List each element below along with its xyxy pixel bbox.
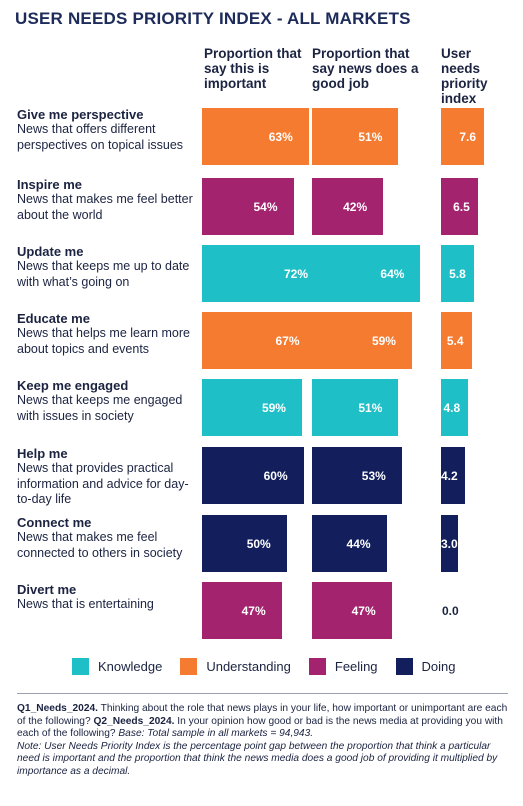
- column-header-priority-index: User needs priority index: [441, 46, 488, 106]
- bar-label-update-me-series-0: 72%: [283, 266, 308, 281]
- bar-label-help-me-series-1: 53%: [361, 468, 386, 483]
- footnote-base: Base: Total sample in all markets = 94,9…: [118, 728, 314, 740]
- row-description-help-me: News that provides practical information…: [17, 461, 189, 506]
- bar-label-connect-me-series-0: 50%: [246, 536, 271, 551]
- bar-label-educate-me-series-2: 5.4: [446, 333, 464, 348]
- column-header-important: Proportion that say this is important: [204, 46, 302, 91]
- legend: Knowledge Understanding Feeling Doing: [72, 658, 474, 675]
- bar-label-divert-me-series-0: 47%: [241, 603, 266, 618]
- bar-label-divert-me-series-1: 47%: [351, 603, 376, 618]
- bar-connect-me-series-1: [312, 515, 387, 572]
- row-description-inspire-me: News that makes me feel better about the…: [17, 192, 193, 222]
- row-description-keep-me-engaged: News that keeps me engaged with issues i…: [17, 393, 183, 423]
- bar-label-keep-me-engaged-series-2: 4.8: [443, 400, 461, 415]
- bar-educate-me-series-1: [312, 312, 412, 369]
- footnote-q1-text: Thinking about the role that news plays …: [17, 703, 508, 727]
- row-title-keep-me-engaged: Keep me engaged: [17, 378, 129, 393]
- bar-keep-me-engaged-series-0: [202, 379, 302, 436]
- row-title-connect-me: Connect me: [17, 515, 92, 530]
- bar-keep-me-engaged-series-2: [441, 379, 469, 436]
- row-description-update-me: News that keeps me up to date with what’…: [17, 259, 190, 289]
- bar-inspire-me-series-2: [441, 178, 478, 235]
- bar-label-keep-me-engaged-series-0: 59%: [261, 400, 286, 415]
- footnote: Q1_Needs_2024. Thinking about the role t…: [17, 703, 509, 779]
- bar-divert-me-series-1: [312, 582, 392, 639]
- bar-give-me-perspective-series-0: [202, 108, 309, 165]
- row-description-connect-me: News that makes me feel connected to oth…: [17, 530, 183, 560]
- bar-label-divert-me-series-2: 0.0: [442, 603, 459, 618]
- bar-label-educate-me-series-1: 59%: [371, 333, 396, 348]
- legend-swatch-understanding: [180, 658, 198, 675]
- bar-update-me-series-0: [202, 245, 324, 302]
- bar-inspire-me-series-1: [312, 178, 384, 235]
- footnote-q1-label: Q1_Needs_2024.: [17, 703, 98, 714]
- footnote-note: Note: User Needs Priority Index is the p…: [17, 740, 498, 777]
- bar-label-help-me-series-2: 4.2: [441, 468, 458, 483]
- chart-title: USER NEEDS PRIORITY INDEX - ALL MARKETS: [15, 9, 411, 28]
- legend-item-doing: Doing: [395, 658, 456, 675]
- row-title-divert-me: Divert me: [17, 582, 77, 597]
- bar-educate-me-series-0: [202, 312, 316, 369]
- bar-connect-me-series-0: [202, 515, 287, 572]
- bar-keep-me-engaged-series-1: [312, 379, 399, 436]
- column-header-good-job: Proportion that say news does a good job: [312, 46, 419, 91]
- bar-label-help-me-series-0: 60%: [263, 468, 288, 483]
- legend-swatch-knowledge: [72, 658, 89, 675]
- bar-label-inspire-me-series-0: 54%: [253, 199, 278, 214]
- row-description-give-me-perspective: News that offers different perspectives …: [17, 122, 184, 152]
- bar-label-connect-me-series-1: 44%: [346, 536, 371, 551]
- row-title-inspire-me: Inspire me: [17, 177, 83, 192]
- row-description-divert-me: News that is entertaining: [17, 597, 154, 611]
- legend-label-feeling: Feeling: [334, 659, 378, 674]
- bar-connect-me-series-2: [441, 515, 458, 572]
- bar-update-me-series-1: [312, 245, 421, 302]
- footnote-q2-label: Q2_Needs_2024.: [93, 715, 175, 727]
- legend-item-knowledge: Knowledge: [72, 658, 162, 675]
- row-title-help-me: Help me: [17, 446, 68, 461]
- row-description-educate-me: News that helps me learn more about topi…: [17, 326, 190, 356]
- bar-label-educate-me-series-0: 67%: [275, 333, 300, 348]
- bar-divert-me-series-0: [202, 582, 282, 639]
- footnote-q2-text: In your opinion how good or bad is the n…: [17, 715, 503, 740]
- bar-label-update-me-series-1: 64%: [380, 266, 405, 281]
- bar-update-me-series-2: [441, 245, 474, 302]
- row-title-give-me-perspective: Give me perspective: [17, 107, 144, 122]
- bar-give-me-perspective-series-2: [441, 108, 484, 165]
- bar-label-connect-me-series-2: 3.0: [441, 536, 458, 551]
- bar-label-give-me-perspective-series-0: 63%: [268, 129, 293, 144]
- bar-label-give-me-perspective-series-1: 51%: [358, 129, 383, 144]
- bar-help-me-series-1: [312, 447, 402, 504]
- bar-inspire-me-series-0: [202, 178, 294, 235]
- row-title-educate-me: Educate me: [17, 311, 90, 326]
- bar-label-inspire-me-series-1: 42%: [343, 199, 368, 214]
- footnote-divider: [17, 693, 508, 694]
- legend-item-understanding: Understanding: [180, 658, 291, 675]
- bar-educate-me-series-2: [441, 312, 472, 369]
- bar-label-inspire-me-series-2: 6.5: [453, 199, 470, 214]
- bar-help-me-series-0: [202, 447, 304, 504]
- row-title-update-me: Update me: [17, 244, 84, 259]
- legend-label-understanding: Understanding: [206, 659, 291, 674]
- legend-item-feeling: Feeling: [308, 658, 378, 675]
- legend-swatch-doing: [395, 658, 413, 675]
- legend-swatch-feeling: [308, 658, 326, 675]
- bar-label-keep-me-engaged-series-1: 51%: [358, 400, 383, 415]
- legend-label-doing: Doing: [421, 659, 456, 674]
- bar-give-me-perspective-series-1: [312, 108, 399, 165]
- legend-label-knowledge: Knowledge: [98, 659, 163, 674]
- bar-help-me-series-2: [441, 447, 465, 504]
- bar-label-update-me-series-2: 5.8: [449, 266, 466, 281]
- bar-label-give-me-perspective-series-2: 7.6: [459, 129, 476, 144]
